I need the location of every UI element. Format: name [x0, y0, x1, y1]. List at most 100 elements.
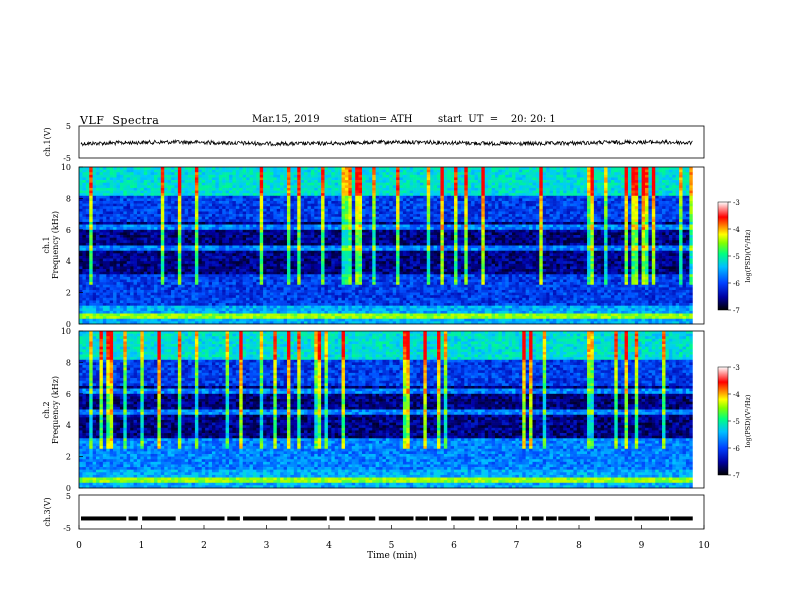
spectrogram-cell: [539, 167, 543, 170]
spectrogram-cell: [645, 172, 649, 175]
spectrogram-cell: [273, 238, 277, 241]
spectrogram-cell: [355, 222, 359, 225]
spectrogram-cell: [130, 170, 134, 173]
spectrogram-cell: [635, 232, 639, 235]
spectrogram-cell: [229, 227, 233, 230]
spectrogram-cell: [185, 204, 189, 207]
spectrogram-cell: [352, 180, 356, 183]
spectrogram-cell: [202, 180, 206, 183]
spectrogram-cell: [536, 214, 540, 217]
spectrogram-cell: [563, 172, 567, 175]
spectrogram-cell: [219, 188, 223, 191]
spectrogram-cell: [580, 230, 584, 233]
spectrogram-cell: [683, 219, 687, 222]
spectrogram-cell: [134, 225, 138, 228]
spectrogram-cell: [614, 191, 618, 194]
spectrogram-cell: [386, 238, 390, 241]
spectrogram-cell: [454, 177, 458, 180]
spectrogram-cell: [638, 201, 642, 204]
spectrogram-cell: [113, 177, 117, 180]
spectrogram-cell: [147, 238, 151, 241]
spectrogram-cell: [205, 198, 209, 201]
spectrogram-cell: [570, 227, 574, 230]
spectrogram-cell: [297, 204, 301, 207]
spectrogram-cell: [526, 198, 530, 201]
spectrogram-cell: [280, 188, 284, 191]
spectrogram-cell: [420, 217, 424, 220]
spectrogram-cell: [144, 177, 148, 180]
spectrogram-cell: [117, 225, 121, 228]
spectrogram-cell: [406, 172, 410, 175]
spectrogram-cell: [256, 198, 260, 201]
spectrogram-cell: [345, 177, 349, 180]
spectrogram-cell: [447, 198, 451, 201]
spectrogram-cell: [294, 227, 298, 230]
spectrogram-cell: [427, 238, 431, 241]
spectrogram-cell: [164, 219, 168, 222]
spectrogram-cell: [168, 191, 172, 194]
spectrogram-cell: [686, 172, 690, 175]
spectrogram-cell: [249, 185, 253, 188]
spectrogram-cell: [560, 232, 564, 235]
spectrogram-cell: [157, 219, 161, 222]
spectrogram-cell: [618, 204, 622, 207]
spectrogram-cell: [103, 217, 107, 220]
spectrogram-cell: [618, 201, 622, 204]
spectrogram-cell: [294, 209, 298, 212]
spectrogram-cell: [577, 188, 581, 191]
spectrogram-cell: [117, 172, 121, 175]
spectrogram-cell: [584, 227, 588, 230]
spectrogram-cell: [386, 198, 390, 201]
spectrogram-cell: [652, 177, 656, 180]
spectrogram-cell: [345, 201, 349, 204]
spectrogram-cell: [321, 193, 325, 196]
spectrogram-cell: [556, 170, 560, 173]
spectrogram-cell: [185, 238, 189, 241]
spectrogram-cell: [556, 183, 560, 186]
spectrogram-cell: [195, 211, 199, 214]
spectrogram-cell: [403, 232, 407, 235]
spectrogram-cell: [553, 196, 557, 199]
spectrogram-cell: [580, 222, 584, 225]
spectrogram-cell: [532, 211, 536, 214]
spectrogram-cell: [546, 235, 550, 238]
spectrogram-cell: [338, 191, 342, 194]
spectrogram-cell: [168, 209, 172, 212]
spectrogram-cell: [382, 235, 386, 238]
spectrogram-cell: [236, 217, 240, 220]
spectrogram-cell: [174, 227, 178, 230]
spectrogram-cell: [577, 177, 581, 180]
spectrogram-cell: [318, 230, 322, 233]
spectrogram-cell: [628, 222, 632, 225]
spectrogram-cell: [249, 230, 253, 233]
spectrogram-cell: [239, 219, 243, 222]
spectrogram-cell: [573, 209, 577, 212]
spectrogram-cell: [280, 232, 284, 235]
spectrogram-cell: [137, 198, 141, 201]
spectrogram-cell: [372, 222, 376, 225]
spectrogram-cell: [205, 191, 209, 194]
spectrogram-cell: [103, 183, 107, 186]
spectrogram-cell: [495, 230, 499, 233]
spectrogram-cell: [168, 172, 172, 175]
spectrogram-cell: [539, 227, 543, 230]
spectrogram-cell: [171, 177, 175, 180]
spectrogram-cell: [99, 225, 103, 228]
spectrogram-cell: [679, 196, 683, 199]
spectrogram-cell: [280, 211, 284, 214]
spectrogram-cell: [434, 188, 438, 191]
spectrogram-cell: [96, 188, 100, 191]
spectrogram-cell: [451, 198, 455, 201]
spectrogram-cell: [659, 183, 663, 186]
spectrogram-cell: [590, 217, 594, 220]
spectrogram-cell: [580, 167, 584, 170]
spectrogram-cell: [226, 191, 230, 194]
spectrogram-cell: [243, 172, 247, 175]
spectrogram-cell: [222, 232, 226, 235]
spectrogram-cell: [659, 217, 663, 220]
spectrogram-cell: [249, 167, 253, 170]
spectrogram-cell: [151, 177, 155, 180]
spectrogram-cell: [331, 177, 335, 180]
spectrogram-cell: [352, 222, 356, 225]
spectrogram-cell: [413, 235, 417, 238]
